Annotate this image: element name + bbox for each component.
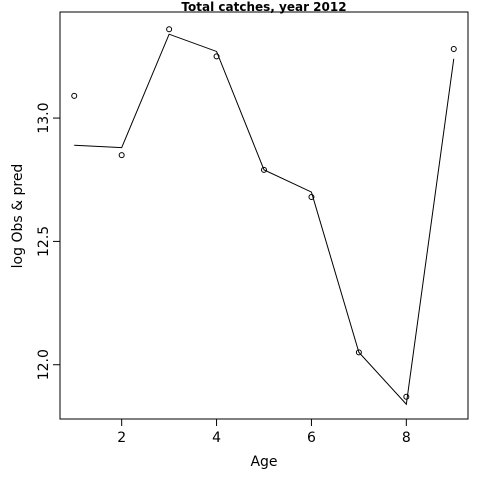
plot-frame	[59, 11, 469, 420]
observed-point	[118, 152, 125, 159]
x-tick-label: 4	[212, 430, 221, 446]
x-tick-label: 2	[117, 430, 126, 446]
x-axis: 2 4 6 8	[117, 418, 411, 446]
observed-point	[308, 194, 315, 200]
x-axis-label: Age	[250, 454, 277, 470]
observed-point	[450, 46, 457, 52]
observed-point	[71, 92, 78, 99]
chart-title: Total catches, year 2012	[181, 0, 346, 14]
y-tick-label: 12.0	[36, 349, 52, 380]
y-tick-label: 13.0	[36, 102, 52, 133]
y-axis: 12.0 12.5 13.0	[36, 102, 61, 380]
y-axis-label: log Obs & pred	[10, 164, 26, 269]
x-tick-label: 8	[402, 430, 411, 446]
series-layer	[71, 26, 457, 406]
observed-point	[261, 166, 267, 173]
observed-point	[403, 393, 410, 400]
predicted-line	[74, 33, 455, 406]
x-tick-label: 6	[307, 430, 316, 446]
y-tick-label: 12.5	[36, 226, 52, 257]
observed-point	[355, 349, 362, 356]
observed-point	[166, 26, 173, 33]
